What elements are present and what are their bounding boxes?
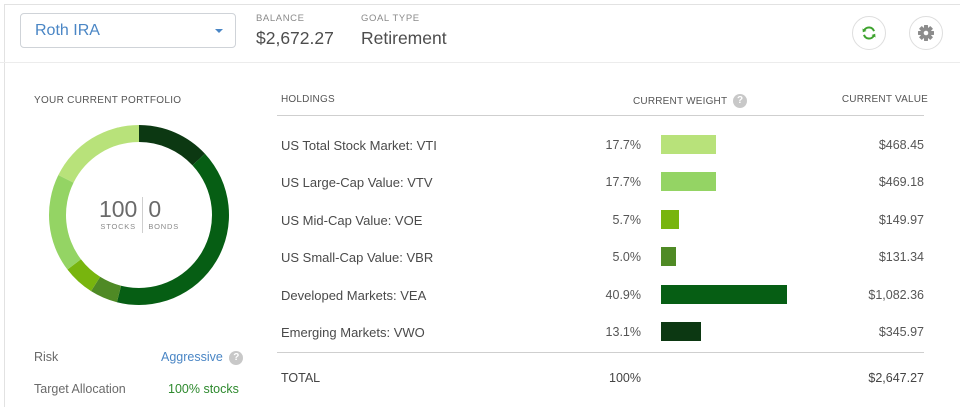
holding-name: Emerging Markets: VWO — [281, 325, 425, 340]
allocation-donut-chart: 100 STOCKS 0 BONDS — [48, 124, 230, 306]
weight-bar — [661, 247, 676, 266]
holding-name: US Small-Cap Value: VBR — [281, 250, 434, 265]
weight-bar — [661, 210, 679, 229]
holding-value: $468.45 — [878, 138, 924, 152]
holding-value: $149.97 — [878, 213, 924, 227]
donut-segment — [58, 125, 139, 183]
table-row: US Mid-Cap Value: VOE 5.7% $149.97 — [277, 204, 924, 241]
portfolio-title: YOUR CURRENT PORTFOLIO — [34, 95, 182, 106]
holding-name: US Large-Cap Value: VTV — [281, 175, 433, 190]
holding-weight: 5.0% — [612, 250, 642, 264]
center-divider — [142, 197, 144, 233]
refresh-icon — [862, 26, 876, 40]
header-divider — [277, 115, 924, 116]
table-row: US Small-Cap Value: VBR 5.0% $131.34 — [277, 241, 924, 278]
table-row: Developed Markets: VEA 40.9% $1,082.36 — [277, 279, 924, 316]
help-icon[interactable]: ? — [733, 94, 748, 108]
weight-bar — [661, 172, 716, 191]
balance-caption: BALANCE — [256, 13, 305, 24]
holding-weight: 13.1% — [605, 325, 641, 339]
donut-segment — [139, 125, 205, 166]
risk-value-group: Aggressive ? — [161, 350, 244, 365]
account-select[interactable]: Roth IRA — [20, 13, 236, 48]
holding-value: $469.18 — [878, 175, 924, 189]
donut-segment — [67, 259, 101, 292]
holding-weight: 17.7% — [605, 138, 641, 152]
holding-name: US Total Stock Market: VTI — [281, 138, 437, 153]
goal-type-caption: GOAL TYPE — [361, 13, 420, 24]
total-row: TOTAL 100% $2,647.27 — [277, 362, 924, 399]
donut-center: 100 STOCKS 0 BONDS — [48, 124, 230, 306]
holding-name: Developed Markets: VEA — [281, 288, 427, 303]
holding-value: $345.97 — [878, 325, 924, 339]
weight-bar — [661, 285, 787, 304]
current-weight-header: CURRENT WEIGHT ? — [633, 94, 748, 108]
holding-weight: 40.9% — [605, 288, 641, 302]
total-divider — [277, 352, 924, 353]
donut-segment — [91, 276, 122, 303]
chevron-down-icon — [215, 29, 223, 33]
holding-value: $1,082.36 — [868, 288, 924, 302]
total-value: $2,647.27 — [868, 371, 924, 385]
total-weight: 100% — [609, 371, 641, 385]
holding-weight: 5.7% — [612, 213, 642, 227]
weight-bar — [661, 135, 716, 154]
balance-value: $2,672.27 — [256, 28, 334, 48]
goal-type-value: Retirement — [361, 28, 447, 48]
refresh-button[interactable] — [852, 16, 886, 50]
goal-type-stat: GOAL TYPE Retirement — [361, 13, 447, 49]
gear-icon — [918, 25, 934, 41]
account-select-value: Roth IRA — [35, 22, 100, 39]
help-icon[interactable]: ? — [229, 351, 244, 365]
risk-label: Risk — [34, 350, 59, 364]
bonds-label: BONDS — [148, 222, 180, 231]
donut-svg — [49, 125, 230, 305]
bonds-percent: 0 — [148, 196, 162, 222]
weight-bar — [661, 322, 701, 341]
balance-stat: BALANCE $2,672.27 — [256, 13, 334, 49]
holding-value: $131.34 — [878, 250, 924, 264]
table-row: Emerging Markets: VWO 13.1% $345.97 — [277, 316, 924, 353]
current-weight-header-label: CURRENT WEIGHT — [633, 96, 728, 107]
current-value-header: CURRENT VALUE — [841, 94, 928, 105]
total-label: TOTAL — [281, 371, 321, 385]
holding-name: US Mid-Cap Value: VOE — [281, 213, 423, 228]
donut-segment — [116, 153, 230, 305]
risk-value-link[interactable]: Aggressive — [161, 350, 223, 364]
header-bar: Roth IRA BALANCE $2,672.27 GOAL TYPE Ret… — [0, 0, 960, 63]
target-allocation-value: 100% stocks — [168, 382, 239, 396]
holdings-header: HOLDINGS — [281, 94, 335, 105]
table-row: US Total Stock Market: VTI 17.7% $468.45 — [277, 129, 924, 166]
settings-button[interactable] — [909, 16, 943, 50]
portfolio-card — [4, 4, 960, 407]
stocks-label: STOCKS — [100, 222, 136, 231]
stocks-percent: 100 — [98, 196, 138, 222]
table-row: US Large-Cap Value: VTV 17.7% $469.18 — [277, 166, 924, 203]
target-allocation-label: Target Allocation — [34, 382, 126, 396]
holding-weight: 17.7% — [605, 175, 641, 189]
donut-segment — [49, 175, 81, 270]
